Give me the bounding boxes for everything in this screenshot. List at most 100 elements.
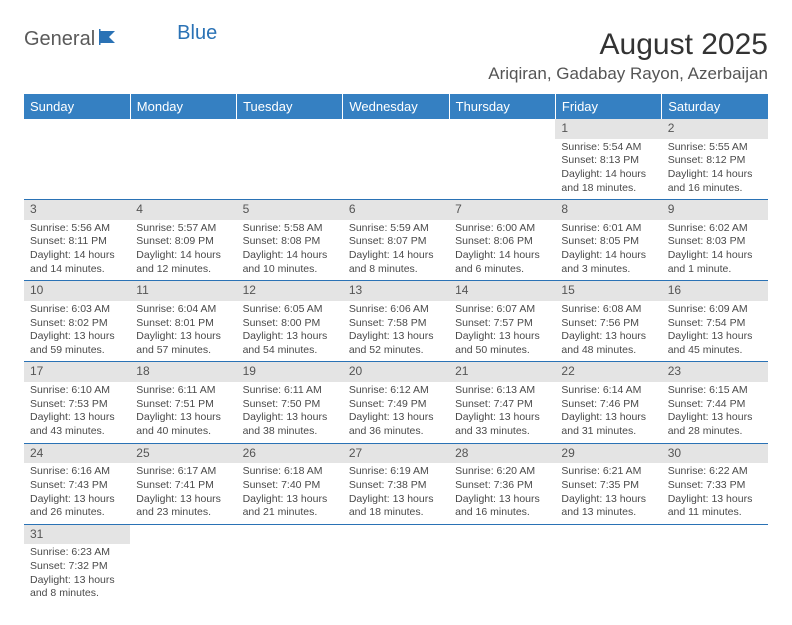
calendar-cell: 25Sunrise: 6:17 AMSunset: 7:41 PMDayligh…	[130, 443, 236, 524]
weekday-header: Saturday	[662, 94, 768, 119]
calendar-cell	[130, 119, 236, 200]
cell-line: Sunrise: 6:00 AM	[455, 222, 549, 236]
cell-line: Sunrise: 6:10 AM	[30, 384, 124, 398]
calendar-cell: 7Sunrise: 6:00 AMSunset: 8:06 PMDaylight…	[449, 200, 555, 281]
cell-line: and 14 minutes.	[30, 263, 124, 277]
cell-line: Sunset: 8:08 PM	[243, 235, 337, 249]
day-number: 23	[662, 362, 768, 382]
cell-line: Daylight: 13 hours	[561, 411, 655, 425]
cell-line: Sunset: 7:38 PM	[349, 479, 443, 493]
day-number: 31	[24, 525, 130, 545]
cell-line: Sunrise: 6:23 AM	[30, 546, 124, 560]
cell-line: Sunrise: 5:54 AM	[561, 141, 655, 155]
day-number-empty	[24, 119, 130, 139]
cell-line: Sunset: 8:03 PM	[668, 235, 762, 249]
day-number: 9	[662, 200, 768, 220]
header: General Blue August 2025 Ariqiran, Gadab…	[24, 28, 768, 84]
cell-body: Sunrise: 6:03 AMSunset: 8:02 PMDaylight:…	[24, 301, 130, 362]
cell-line: and 57 minutes.	[136, 344, 230, 358]
day-number-empty	[555, 525, 661, 545]
cell-line: and 13 minutes.	[561, 506, 655, 520]
cell-line: Sunset: 7:58 PM	[349, 317, 443, 331]
calendar-page: General Blue August 2025 Ariqiran, Gadab…	[0, 0, 792, 625]
weekday-header: Monday	[130, 94, 236, 119]
cell-line: Daylight: 14 hours	[561, 168, 655, 182]
weekday-header: Thursday	[449, 94, 555, 119]
cell-line: Sunrise: 5:55 AM	[668, 141, 762, 155]
cell-line: Sunrise: 6:07 AM	[455, 303, 549, 317]
day-number: 22	[555, 362, 661, 382]
cell-line: Daylight: 13 hours	[455, 330, 549, 344]
day-number: 14	[449, 281, 555, 301]
day-number: 29	[555, 444, 661, 464]
cell-body: Sunrise: 6:12 AMSunset: 7:49 PMDaylight:…	[343, 382, 449, 443]
cell-body: Sunrise: 6:08 AMSunset: 7:56 PMDaylight:…	[555, 301, 661, 362]
cell-body: Sunrise: 6:09 AMSunset: 7:54 PMDaylight:…	[662, 301, 768, 362]
day-number: 4	[130, 200, 236, 220]
day-number: 8	[555, 200, 661, 220]
cell-body: Sunrise: 6:17 AMSunset: 7:41 PMDaylight:…	[130, 463, 236, 524]
cell-line: and 31 minutes.	[561, 425, 655, 439]
calendar-cell	[343, 119, 449, 200]
cell-line: Sunrise: 5:56 AM	[30, 222, 124, 236]
calendar-cell: 13Sunrise: 6:06 AMSunset: 7:58 PMDayligh…	[343, 281, 449, 362]
cell-line: and 8 minutes.	[30, 587, 124, 601]
cell-line: Daylight: 13 hours	[243, 411, 337, 425]
calendar-body: 1Sunrise: 5:54 AMSunset: 8:13 PMDaylight…	[24, 119, 768, 605]
weekday-header: Tuesday	[237, 94, 343, 119]
calendar-cell: 26Sunrise: 6:18 AMSunset: 7:40 PMDayligh…	[237, 443, 343, 524]
weekday-header: Sunday	[24, 94, 130, 119]
cell-line: Daylight: 14 hours	[243, 249, 337, 263]
calendar-cell	[555, 524, 661, 605]
calendar-cell: 15Sunrise: 6:08 AMSunset: 7:56 PMDayligh…	[555, 281, 661, 362]
cell-line: and 8 minutes.	[349, 263, 443, 277]
weekday-header: Wednesday	[343, 94, 449, 119]
cell-line: Sunset: 7:47 PM	[455, 398, 549, 412]
cell-line: Sunset: 7:53 PM	[30, 398, 124, 412]
logo: General Blue	[24, 28, 217, 51]
cell-body: Sunrise: 6:18 AMSunset: 7:40 PMDaylight:…	[237, 463, 343, 524]
cell-line: Sunrise: 5:58 AM	[243, 222, 337, 236]
cell-line: Daylight: 13 hours	[349, 411, 443, 425]
cell-line: Daylight: 13 hours	[30, 330, 124, 344]
cell-line: and 23 minutes.	[136, 506, 230, 520]
calendar-cell	[662, 524, 768, 605]
cell-line: Sunrise: 6:04 AM	[136, 303, 230, 317]
cell-line: Sunset: 7:40 PM	[243, 479, 337, 493]
cell-line: Daylight: 14 hours	[561, 249, 655, 263]
cell-line: Daylight: 14 hours	[30, 249, 124, 263]
cell-body: Sunrise: 6:21 AMSunset: 7:35 PMDaylight:…	[555, 463, 661, 524]
calendar-cell: 18Sunrise: 6:11 AMSunset: 7:51 PMDayligh…	[130, 362, 236, 443]
cell-body: Sunrise: 6:11 AMSunset: 7:51 PMDaylight:…	[130, 382, 236, 443]
calendar-cell: 23Sunrise: 6:15 AMSunset: 7:44 PMDayligh…	[662, 362, 768, 443]
day-number: 12	[237, 281, 343, 301]
cell-line: Sunset: 7:32 PM	[30, 560, 124, 574]
cell-line: and 36 minutes.	[349, 425, 443, 439]
cell-line: and 26 minutes.	[30, 506, 124, 520]
cell-body: Sunrise: 6:13 AMSunset: 7:47 PMDaylight:…	[449, 382, 555, 443]
day-number: 13	[343, 281, 449, 301]
day-number: 2	[662, 119, 768, 139]
calendar-cell: 19Sunrise: 6:11 AMSunset: 7:50 PMDayligh…	[237, 362, 343, 443]
cell-line: Sunset: 8:11 PM	[30, 235, 124, 249]
day-number: 15	[555, 281, 661, 301]
cell-line: and 38 minutes.	[243, 425, 337, 439]
day-number-empty	[130, 119, 236, 139]
calendar-cell: 1Sunrise: 5:54 AMSunset: 8:13 PMDaylight…	[555, 119, 661, 200]
cell-line: Sunset: 8:13 PM	[561, 154, 655, 168]
cell-line: Sunset: 8:09 PM	[136, 235, 230, 249]
cell-line: Sunrise: 6:20 AM	[455, 465, 549, 479]
day-number: 7	[449, 200, 555, 220]
cell-line: Daylight: 13 hours	[349, 493, 443, 507]
cell-line: Daylight: 13 hours	[136, 411, 230, 425]
day-number: 17	[24, 362, 130, 382]
cell-body: Sunrise: 6:20 AMSunset: 7:36 PMDaylight:…	[449, 463, 555, 524]
day-number: 11	[130, 281, 236, 301]
cell-line: and 50 minutes.	[455, 344, 549, 358]
cell-body: Sunrise: 6:23 AMSunset: 7:32 PMDaylight:…	[24, 544, 130, 605]
day-number-empty	[130, 525, 236, 545]
cell-body: Sunrise: 6:11 AMSunset: 7:50 PMDaylight:…	[237, 382, 343, 443]
title-block: August 2025 Ariqiran, Gadabay Rayon, Aze…	[488, 28, 768, 84]
day-number: 27	[343, 444, 449, 464]
calendar-cell	[237, 524, 343, 605]
